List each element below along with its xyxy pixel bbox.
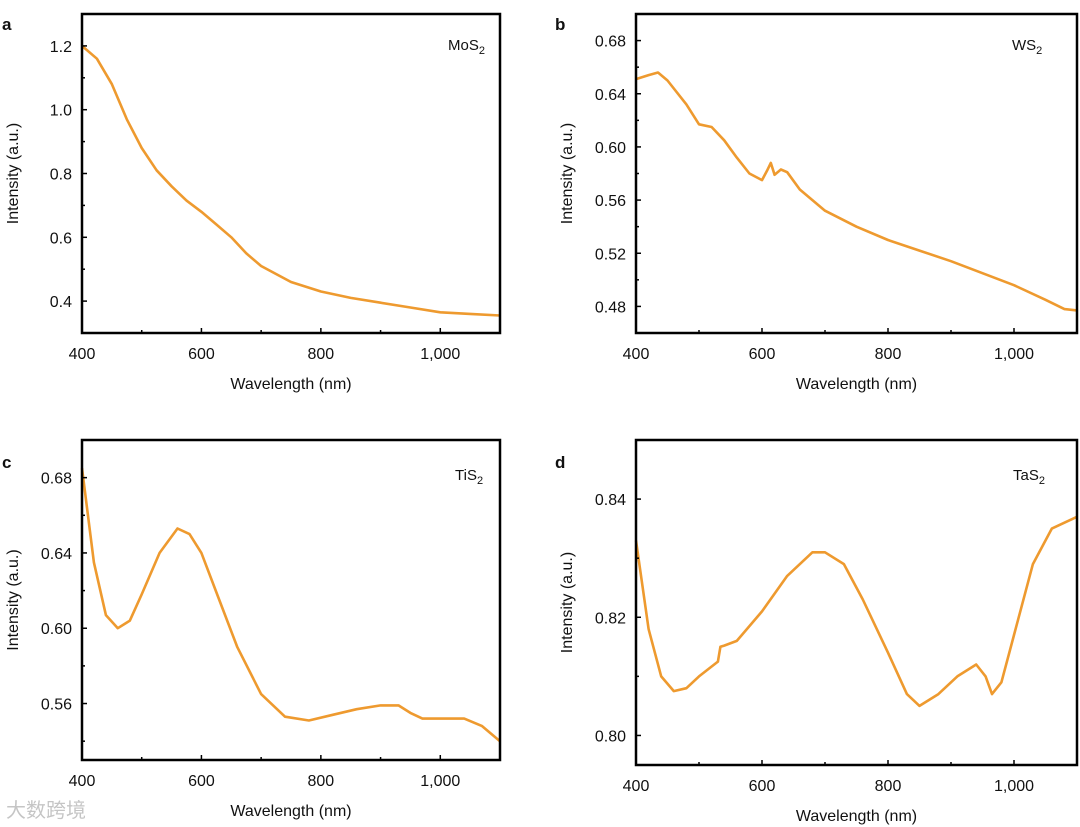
panel-b: b 400 600 800 1,000 0.48 0.52 0.56 0.60 0.64 0.68 W… — [555, 12, 1079, 393]
y-tick-label: 1.0 — [50, 103, 72, 120]
y-tick-label: 0.4 — [50, 294, 72, 311]
series-line — [635, 71, 1078, 312]
material-name: MoS — [448, 37, 479, 54]
x-tick-label: 400 — [623, 346, 650, 363]
panel-letter: c — [2, 453, 11, 472]
material-subscript: 2 — [1036, 45, 1042, 57]
y-tick-label: 0.82 — [595, 610, 626, 627]
y-tick-label: 0.48 — [595, 299, 626, 316]
x-tick-label: 400 — [69, 346, 96, 363]
panel-d: d 400 600 800 1,000 0.80 0.82 0.84 Wavelength (n… — [555, 438, 1079, 825]
x-tick-label: 400 — [69, 773, 96, 790]
plot-frame — [80, 12, 502, 335]
x-tick-label: 600 — [749, 778, 776, 795]
material-subscript: 2 — [1039, 475, 1045, 487]
y-tick-label: 0.56 — [595, 193, 626, 210]
x-tick-label: 600 — [188, 346, 215, 363]
y-tick-label: 0.68 — [41, 471, 72, 488]
x-tick-label: 600 — [749, 346, 776, 363]
x-tick-label: 800 — [308, 773, 335, 790]
material-subscript: 2 — [479, 45, 485, 57]
y-tick-label: 0.60 — [41, 621, 72, 638]
x-tick-label: 1,000 — [994, 778, 1034, 795]
material-name: TiS — [455, 467, 477, 484]
y-axis-title: Intensity (a.u.) — [559, 552, 576, 653]
x-axis-title: Wavelength (nm) — [796, 808, 917, 825]
y-tick-label: 0.80 — [595, 728, 626, 745]
x-tick-label: 800 — [875, 346, 902, 363]
material-name: TaS — [1013, 467, 1039, 484]
plot-frame — [634, 438, 1079, 767]
material-label: WS2 — [1012, 37, 1042, 57]
y-tick-label: 0.84 — [595, 492, 626, 509]
plot-frame — [80, 438, 502, 762]
series-line — [634, 515, 1078, 708]
material-name: WS — [1012, 37, 1036, 54]
y-axis-title: Intensity (a.u.) — [5, 549, 22, 650]
y-axis-title: Intensity (a.u.) — [5, 123, 22, 224]
x-axis-title: Wavelength (nm) — [230, 803, 351, 820]
y-tick-label: 0.56 — [41, 697, 72, 714]
x-axis-title: Wavelength (nm) — [796, 376, 917, 393]
y-axis-title: Intensity (a.u.) — [559, 123, 576, 224]
y-tick-label: 0.60 — [595, 140, 626, 157]
material-label: TiS2 — [455, 467, 483, 487]
panel-letter: b — [555, 15, 565, 34]
y-tick-label: 0.64 — [595, 87, 626, 104]
y-tick-label: 0.6 — [50, 230, 72, 247]
x-tick-label: 1,000 — [420, 773, 460, 790]
x-tick-label: 400 — [623, 778, 650, 795]
panel-a: a 400 600 800 1,000 0.4 0.6 0.8 1.0 1.2 Wavelength… — [2, 12, 502, 393]
y-tick-label: 0.64 — [41, 546, 72, 563]
watermark: 大数跨境 — [6, 798, 86, 822]
panel-c: c 400 600 800 1,000 0.56 0.60 0.64 0.68 Wavelengt… — [2, 438, 502, 820]
y-tick-label: 0.52 — [595, 246, 626, 263]
material-label: TaS2 — [1013, 467, 1045, 487]
series-line — [81, 44, 501, 317]
panel-letter: a — [2, 15, 12, 34]
material-label: MoS2 — [448, 37, 485, 57]
material-subscript: 2 — [477, 475, 483, 487]
x-tick-label: 800 — [308, 346, 335, 363]
x-tick-label: 600 — [188, 773, 215, 790]
y-tick-label: 0.8 — [50, 167, 72, 184]
x-tick-label: 1,000 — [420, 346, 460, 363]
y-tick-label: 1.2 — [50, 39, 72, 56]
x-tick-label: 1,000 — [994, 346, 1034, 363]
series-line — [80, 468, 501, 743]
x-tick-label: 800 — [875, 778, 902, 795]
x-axis-title: Wavelength (nm) — [230, 376, 351, 393]
panel-letter: d — [555, 453, 565, 472]
y-tick-label: 0.68 — [595, 34, 626, 51]
